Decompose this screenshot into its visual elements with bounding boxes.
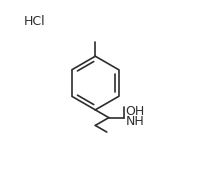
Text: OH: OH [125,105,144,118]
Text: HCl: HCl [23,15,45,28]
Text: NH: NH [125,115,144,128]
